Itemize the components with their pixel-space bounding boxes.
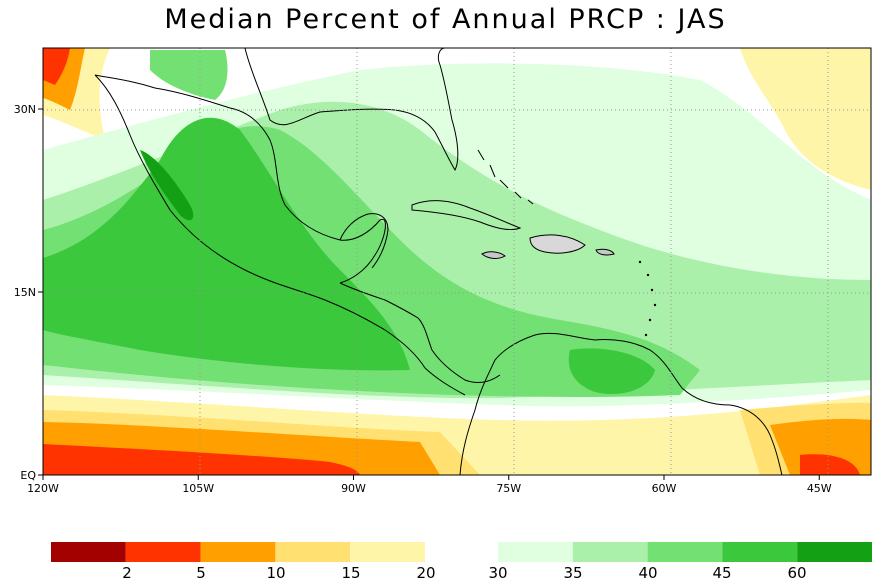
- colorbar-box-high: [647, 542, 723, 562]
- colorbar-label: 20: [416, 564, 435, 582]
- coast-south-america: [459, 332, 783, 475]
- colorbar-box-low: [125, 542, 201, 562]
- ne-atlantic-20: [740, 48, 871, 190]
- coast-yucatan: [339, 213, 389, 269]
- axis-ticks: 120W 105W 90W 75W 60W 45W EQ 15N 30N: [14, 103, 832, 495]
- map-frame: [42, 47, 872, 476]
- band-45: [43, 117, 410, 371]
- island-puerto-rico: [595, 248, 615, 256]
- colorbar-label: 2: [122, 564, 132, 582]
- island-cuba: [411, 200, 522, 231]
- island-hispaniola: [529, 234, 586, 254]
- band-45-mexico-north: [150, 50, 228, 100]
- colorbar-label: 40: [638, 564, 657, 582]
- lat-tick-label: 15N: [14, 286, 36, 299]
- map-title: Median Percent of Annual PRCP : JAS: [164, 4, 727, 35]
- lon-tick-label: 75W: [496, 482, 521, 495]
- lat-tick-label: EQ: [20, 469, 36, 482]
- lesser-antilles: [638, 260, 657, 337]
- lat-tick-label: 30N: [14, 103, 36, 116]
- lon-tick-label: 45W: [807, 482, 832, 495]
- colorbar-box-low: [200, 542, 276, 562]
- precip-shading: [43, 48, 871, 475]
- bahamas: [477, 149, 534, 205]
- coast-mexico: [94, 74, 466, 396]
- colorbar-label: 30: [488, 564, 507, 582]
- colorbar: 2 5 10 15 20 30 35 40 45 60: [51, 542, 872, 582]
- band-5: [43, 444, 360, 475]
- colorbar-box-high: [722, 542, 798, 562]
- colorbar-label: 35: [563, 564, 582, 582]
- colorbar-label: 10: [266, 564, 285, 582]
- colorbar-box-low: [275, 542, 351, 562]
- colorbar-box-high: [498, 542, 573, 562]
- coast-us-gulf: [244, 48, 459, 172]
- colorbar-label: 15: [341, 564, 360, 582]
- lon-tick-label: 90W: [341, 482, 366, 495]
- colorbar-box-high: [797, 542, 872, 562]
- island-jamaica: [481, 251, 506, 259]
- colorbar-label: 45: [712, 564, 731, 582]
- nw-dry-2: [43, 48, 70, 85]
- band-5-east: [800, 454, 860, 475]
- colorbar-box-low: [51, 542, 126, 562]
- band-45-venezuela: [568, 348, 655, 394]
- colorbar-label: 60: [787, 564, 806, 582]
- lon-tick-label: 120W: [27, 482, 59, 495]
- band-60: [140, 150, 194, 221]
- lon-tick-label: 105W: [182, 482, 214, 495]
- lon-tick-label: 60W: [652, 482, 677, 495]
- colorbar-box-high: [572, 542, 648, 562]
- coast-isthmus: [339, 282, 501, 383]
- colorbar-box-low: [350, 542, 425, 562]
- colorbar-label: 5: [196, 564, 206, 582]
